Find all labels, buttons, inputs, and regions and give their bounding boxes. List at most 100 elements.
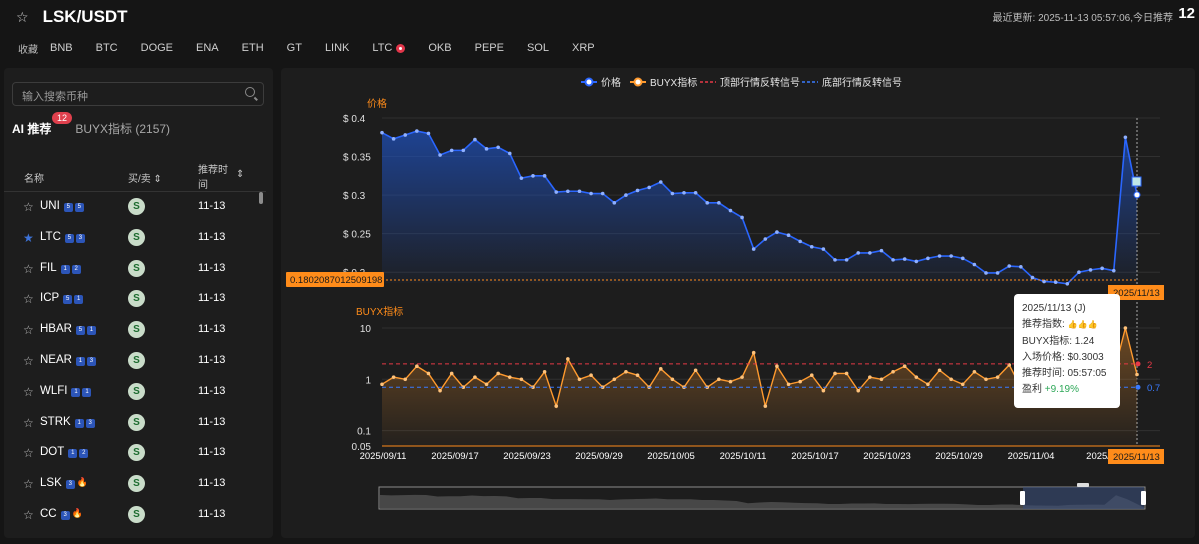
price-tick-label: $ 0.3 [343, 191, 366, 202]
buy-signal-icon: S [128, 382, 145, 400]
favorite-star-icon[interactable]: ☆ [23, 292, 34, 307]
buyx-point [902, 364, 907, 368]
buyx-point [612, 377, 617, 382]
top-bar: ☆ LSK/USDT 最近更新: 2025-11-13 05:57:06,今日推… [0, 0, 1199, 34]
fav-symbol-label: BTC [95, 42, 118, 54]
favorite-star-icon[interactable]: ☆ [23, 200, 34, 214]
coin-row[interactable]: ☆ STRK 1 3 S 11-13 [4, 408, 266, 439]
buyx-axis-title: BUYX指标 [356, 305, 403, 318]
col-time[interactable]: 推荐时 [198, 165, 228, 176]
tooltip-profit-label: 盈利 [1022, 384, 1042, 396]
fav-symbol[interactable]: ENA [196, 42, 219, 54]
coin-name: ICP 5 1 [40, 292, 85, 305]
favorite-star-icon[interactable]: ☆ [23, 384, 34, 399]
fav-symbol-label: LTC [372, 42, 393, 54]
favorite-star-icon[interactable]: ☆ [23, 446, 34, 461]
coin-row[interactable]: ☆ NEAR 1 3 S 11-13 [4, 346, 266, 377]
coin-symbol: UNI [40, 200, 60, 212]
fav-symbol[interactable]: LINK [325, 42, 349, 54]
col-name[interactable]: 名称 [24, 174, 44, 185]
buy-signal-icon: S [128, 259, 145, 277]
scrollbar[interactable] [259, 192, 263, 204]
level-badge: 5 [75, 326, 85, 336]
price-point [1123, 135, 1128, 140]
price-point [891, 258, 895, 262]
coin-row[interactable]: ☆ DOT 1 2 S 11-13 [4, 438, 266, 469]
favorite-star-icon[interactable]: ☆ [23, 353, 34, 368]
price-point [496, 145, 500, 150]
buyx-point [426, 371, 431, 376]
favorite-star-icon[interactable]: ☆ [23, 323, 34, 338]
buyx-area [382, 328, 1137, 446]
favorite-star-icon[interactable]: ☆ [16, 9, 29, 25]
buyx-point [438, 388, 442, 393]
price-point [461, 148, 466, 153]
tab-buyx[interactable]: BUYX指标 (2157) [75, 122, 171, 136]
col-buysell[interactable]: 买/卖 ⇕ [128, 174, 162, 185]
sort-icon[interactable]: ⇕ [236, 169, 245, 180]
search-icon[interactable] [245, 87, 255, 97]
fav-symbol[interactable]: SOL [527, 42, 549, 54]
price-point [960, 256, 965, 261]
buyx-point [798, 379, 802, 384]
favorite-star-icon[interactable]: ☆ [23, 415, 34, 430]
coin-row[interactable]: ☆ CC 3 🔥 S 11-13 [4, 500, 266, 531]
price-point [647, 185, 651, 190]
fav-symbol[interactable]: BNB [50, 42, 73, 54]
level-badge: 3 [86, 356, 96, 366]
fav-symbol-label: XRP [571, 42, 595, 54]
fav-symbol[interactable]: DOGE [141, 42, 173, 54]
fav-symbol[interactable]: PEPE [475, 42, 504, 54]
fav-symbol-label: LINK [324, 42, 350, 54]
buyx-point [566, 357, 570, 361]
favorite-star-icon[interactable]: ☆ [23, 477, 34, 492]
level-badge: 2 [79, 449, 89, 459]
buyx-point [891, 369, 895, 374]
fav-symbol[interactable]: ETH [242, 42, 264, 54]
buyx-point [624, 369, 628, 374]
fav-symbol[interactable]: BTC [96, 42, 118, 54]
price-point [1111, 268, 1116, 273]
signal-label: 0.7 [1147, 383, 1160, 394]
fav-symbol[interactable]: OKB [428, 42, 451, 54]
price-point [391, 137, 396, 141]
x-tick-label: 2025/10/29 [935, 451, 983, 462]
fav-symbol[interactable]: LTC [372, 42, 406, 54]
price-point [473, 137, 477, 142]
coin-row[interactable]: ☆ ICP 5 1 S 11-13 [4, 284, 266, 315]
buyx-point [391, 375, 396, 379]
favorites-bar: 收藏 BNB BTC DOGE ENA ETH GT LINK LTC OKB … [0, 36, 1199, 60]
coin-symbol: CC [40, 507, 57, 520]
coin-symbol: LSK [40, 477, 62, 490]
favorite-star-icon[interactable]: ☆ [23, 261, 34, 276]
buy-signal-icon: S [128, 505, 145, 523]
coin-row[interactable]: ☆ WLFI 1 1 S 11-13 [4, 377, 266, 408]
cursor-value-box [286, 272, 384, 287]
fav-symbol-label: ETH [241, 42, 264, 54]
recommend-time: 11-13 [198, 353, 226, 366]
coin-row[interactable]: ★ LTC 5 3 S 11-13 [4, 223, 266, 254]
price-point [1042, 279, 1046, 284]
signal-label: 2 [1147, 360, 1152, 371]
price-point [612, 201, 617, 205]
fav-symbol[interactable]: XRP [572, 42, 595, 54]
price-point [740, 215, 744, 220]
tab-ai-recommend[interactable]: AI 推荐 12 [12, 112, 73, 137]
search-input[interactable]: 输入搜索币种 [12, 82, 264, 106]
coin-row[interactable]: ☆ FIL 1 2 S 11-13 [4, 254, 266, 285]
tooltip-buyx: BUYX指标: 1.24 [1022, 335, 1095, 347]
recommend-time: 11-13 [198, 415, 226, 428]
favorite-star-icon[interactable]: ☆ [23, 507, 34, 522]
price-point [775, 230, 779, 234]
coin-row[interactable]: ☆ LSK 3 🔥 S 11-13 [4, 469, 266, 500]
favorite-star-icon[interactable]: ★ [23, 230, 34, 245]
coin-row[interactable]: ☆ HBAR 5 1 S 11-13 [4, 315, 266, 346]
price-point [1007, 264, 1012, 268]
fav-symbol[interactable]: GT [287, 42, 302, 54]
coin-row[interactable]: ☆ UNI 5 5 S 11-13 [4, 192, 266, 223]
price-point [1053, 280, 1058, 285]
level-badge: 3 [75, 233, 85, 243]
